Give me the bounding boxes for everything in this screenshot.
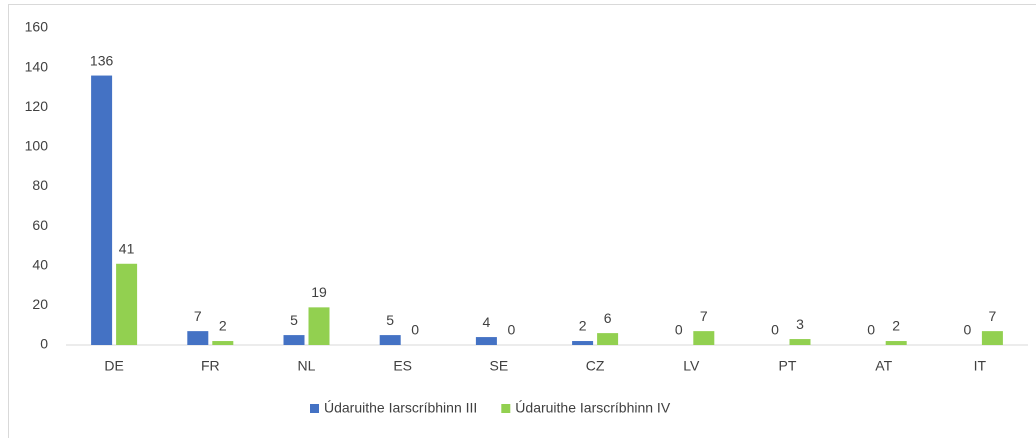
- y-tick-label: 140: [25, 58, 49, 74]
- legend-swatch: [310, 404, 319, 413]
- data-label: 0: [771, 322, 779, 338]
- bar: [789, 339, 811, 345]
- bar: [308, 307, 330, 345]
- data-label: 3: [796, 316, 804, 332]
- bar: [212, 341, 234, 345]
- bar: [597, 333, 619, 345]
- data-label: 0: [867, 322, 875, 338]
- bar: [572, 341, 594, 345]
- data-label: 5: [386, 312, 394, 328]
- x-tick-label: ES: [393, 358, 412, 374]
- y-tick-label: 160: [25, 19, 49, 35]
- y-tick-label: 40: [32, 256, 48, 272]
- x-tick-label: PT: [779, 358, 797, 374]
- data-label: 4: [483, 314, 491, 330]
- y-tick-label: 80: [32, 177, 48, 193]
- legend-label: Údaruithe Iarscríbhinn III: [324, 400, 477, 416]
- chart-frame: [8, 4, 1036, 438]
- data-label: 19: [311, 284, 327, 300]
- bar: [379, 335, 401, 345]
- x-tick-label: DE: [104, 358, 123, 374]
- bar: [693, 331, 715, 345]
- data-label: 2: [219, 318, 227, 334]
- bar: [981, 331, 1003, 345]
- x-tick-label: AT: [875, 358, 892, 374]
- data-label: 0: [675, 322, 683, 338]
- data-label: 0: [964, 322, 972, 338]
- y-tick-label: 100: [25, 138, 49, 154]
- y-tick-label: 20: [32, 296, 48, 312]
- y-tick-label: 0: [40, 336, 48, 352]
- data-label: 2: [579, 318, 587, 334]
- data-label: 7: [700, 308, 708, 324]
- data-label: 7: [989, 308, 997, 324]
- x-tick-label: IT: [974, 358, 987, 374]
- x-tick-label: LV: [683, 358, 700, 374]
- bar: [187, 331, 209, 345]
- bar: [475, 337, 497, 345]
- bar: [91, 75, 113, 346]
- data-label: 41: [119, 240, 135, 256]
- data-label: 5: [290, 312, 298, 328]
- data-label: 7: [194, 308, 202, 324]
- x-tick-label: CZ: [586, 358, 605, 374]
- data-label: 2: [892, 318, 900, 334]
- x-tick-label: FR: [201, 358, 220, 374]
- data-label: 0: [508, 322, 516, 338]
- y-tick-label: 60: [32, 217, 48, 233]
- data-label: 0: [411, 322, 419, 338]
- y-tick-label: 120: [25, 98, 49, 114]
- bar: [116, 263, 138, 345]
- data-label: 6: [604, 310, 612, 326]
- legend-label: Údaruithe Iarscríbhinn IV: [515, 400, 671, 416]
- x-tick-label: SE: [490, 358, 509, 374]
- bar: [885, 341, 907, 345]
- bar: [283, 335, 305, 345]
- legend-swatch: [501, 404, 511, 413]
- data-label: 136: [90, 52, 114, 68]
- x-tick-label: NL: [298, 358, 316, 374]
